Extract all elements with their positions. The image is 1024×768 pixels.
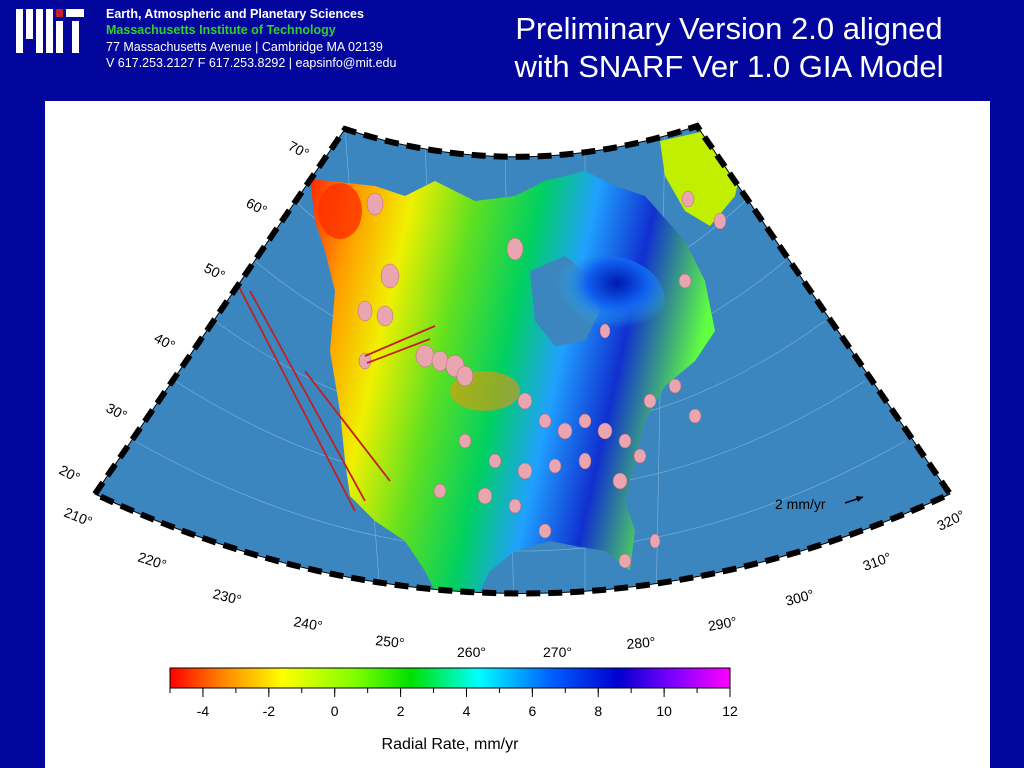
- colorbar-tick-label: 8: [594, 703, 602, 719]
- lat-label-40: 40°: [152, 330, 178, 354]
- institution-address: 77 Massachusetts Avenue | Cambridge MA 0…: [106, 39, 383, 54]
- lon-label-290: 290°: [707, 613, 738, 634]
- title-line-2: with SNARF Ver 1.0 GIA Model: [514, 49, 944, 84]
- institution-name: Massachusetts Institute of Technology: [106, 23, 336, 38]
- lon-label-320: 320°: [934, 507, 967, 534]
- lat-label-50: 50°: [202, 260, 228, 284]
- velocity-scale-label: 2 mm/yr: [775, 496, 826, 512]
- lon-label-270: 270°: [543, 644, 572, 660]
- colorbar-tick-label: 6: [528, 703, 536, 719]
- lat-label-60: 60°: [244, 195, 270, 219]
- colorbar-tick-label: 4: [463, 703, 471, 719]
- lon-label-210: 210°: [62, 504, 95, 530]
- mit-logo: [16, 9, 84, 53]
- colorbar-tick-label: 10: [656, 703, 672, 719]
- colorbar-tick-label: 12: [722, 703, 738, 719]
- lat-label-30: 30°: [104, 400, 130, 424]
- velocity-arrows: [236, 282, 436, 512]
- lon-label-300: 300°: [784, 586, 816, 609]
- colorbar-tick-label: 0: [331, 703, 339, 719]
- lon-label-310: 310°: [861, 549, 894, 574]
- longitude-labels: 210° 220° 230° 240° 250° 260° 270° 280° …: [62, 504, 967, 660]
- velocity-scale: 2 mm/yr: [775, 496, 864, 512]
- figure-panel: 2 mm/yr 70° 60° 50° 40° 30° 20° 210° 220…: [45, 101, 990, 768]
- slide-title: Preliminary Version 2.0 aligned with SNA…: [474, 10, 984, 86]
- lon-label-250: 250°: [375, 632, 405, 651]
- lon-label-220: 220°: [136, 549, 168, 573]
- gps-sites: [357, 190, 727, 569]
- uplift-region: [545, 256, 665, 346]
- subsidence-region-west: [318, 183, 362, 239]
- map-figure: 2 mm/yr 70° 60° 50° 40° 30° 20° 210° 220…: [57, 122, 967, 753]
- lon-label-280: 280°: [626, 634, 656, 652]
- lat-label-20: 20°: [57, 462, 83, 486]
- colorbar-label: Radial Rate, mm/yr: [382, 736, 520, 753]
- title-line-1: Preliminary Version 2.0 aligned: [515, 11, 943, 46]
- colorbar-tick-label: -2: [263, 703, 276, 719]
- lon-label-240: 240°: [292, 613, 323, 634]
- lon-label-230: 230°: [211, 585, 243, 608]
- colorbar-ticks: -4 -2 0 2 4 6 8 10 12: [169, 688, 738, 719]
- colorbar-tick-label: 2: [397, 703, 405, 719]
- lat-label-70: 70°: [286, 138, 312, 162]
- colorbar: [169, 667, 731, 689]
- landmass: [310, 131, 745, 594]
- lon-label-260: 260°: [457, 644, 486, 660]
- institution-block: Earth, Atmospheric and Planetary Science…: [106, 6, 396, 71]
- department-name: Earth, Atmospheric and Planetary Science…: [106, 7, 364, 21]
- institution-contact: V 617.253.2127 F 617.253.8292 | eapsinfo…: [106, 55, 397, 70]
- colorbar-tick-label: -4: [197, 703, 210, 719]
